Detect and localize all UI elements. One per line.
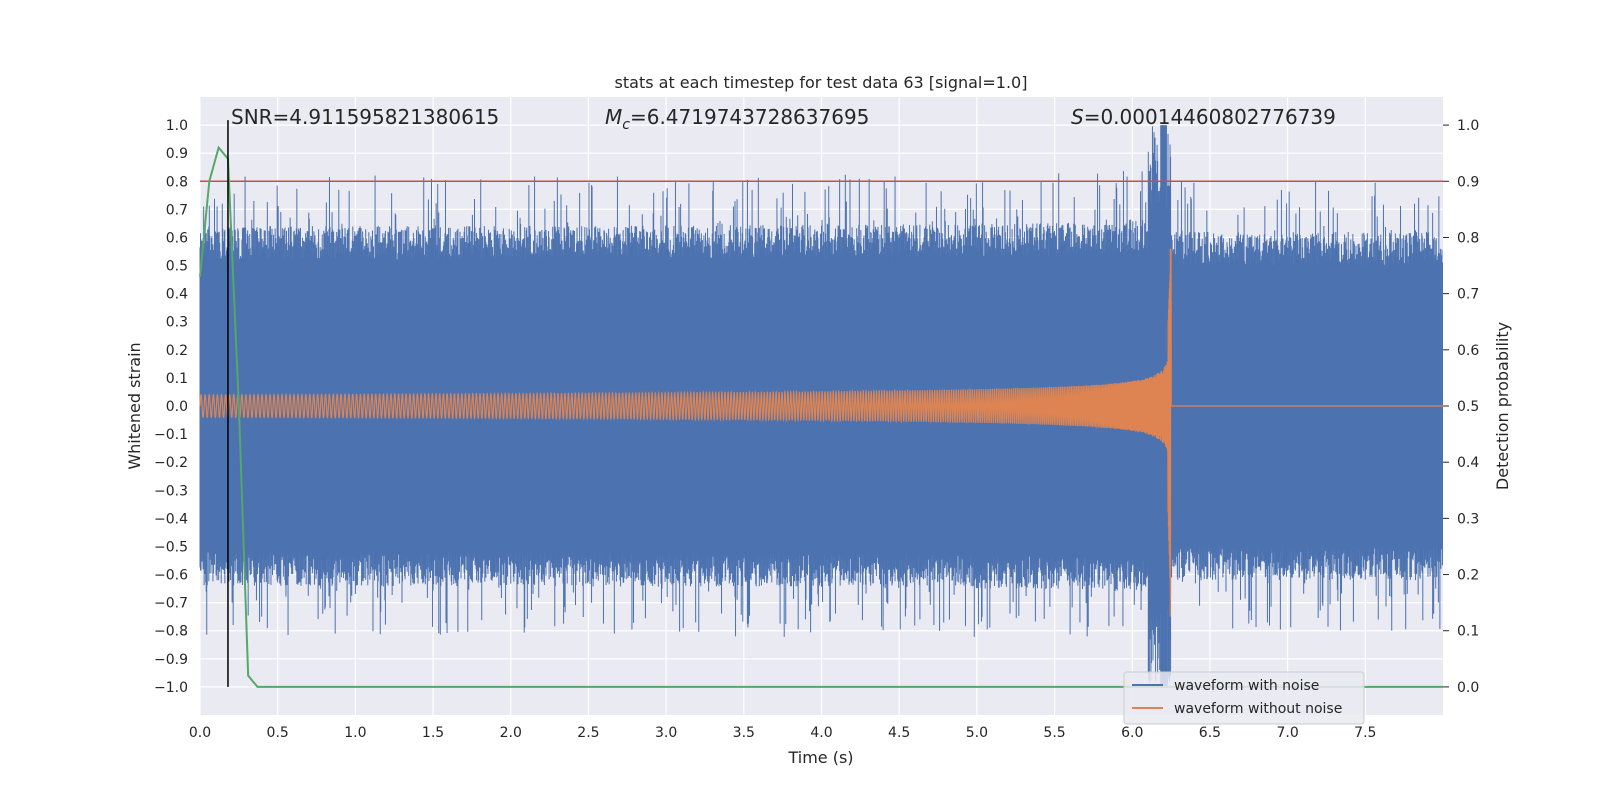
y-left-tick-label: −0.6 bbox=[154, 568, 188, 584]
x-tick-label: 6.0 bbox=[1121, 725, 1143, 741]
annotation-s: S=0.00014460802776739 bbox=[1071, 105, 1336, 129]
y-axis-label-right: Detection probability bbox=[1493, 322, 1512, 490]
y-right-tick-label: 0.3 bbox=[1457, 511, 1479, 527]
y-left-tick-label: −0.2 bbox=[154, 455, 188, 471]
y-left-tick-label: 0.9 bbox=[166, 146, 188, 162]
x-tick-label: 0.0 bbox=[189, 725, 211, 741]
x-tick-label: 5.0 bbox=[966, 725, 988, 741]
x-tick-label: 4.5 bbox=[888, 725, 910, 741]
y-right-tick-label: 0.0 bbox=[1457, 680, 1479, 696]
annotation-snr: SNR=4.911595821380615 bbox=[231, 105, 499, 129]
y-left-tick-label: −0.9 bbox=[154, 652, 188, 668]
y-left-tick-label: 0.7 bbox=[166, 202, 188, 218]
x-tick-label: 7.5 bbox=[1354, 725, 1376, 741]
series-detection-probability bbox=[199, 145, 1443, 688]
y-left-tick-label: 0.6 bbox=[166, 230, 188, 246]
x-tick-label: 7.0 bbox=[1276, 725, 1298, 741]
y-left-tick-label: −0.3 bbox=[154, 483, 188, 499]
data-layer bbox=[199, 120, 1443, 688]
x-tick-label: 1.5 bbox=[422, 725, 444, 741]
y-right-tick-label: 0.6 bbox=[1457, 343, 1479, 359]
y-right-tick-label: 0.9 bbox=[1457, 174, 1479, 190]
chart-title: stats at each timestep for test data 63 … bbox=[615, 73, 1028, 92]
y-right-tick-label: 0.4 bbox=[1457, 455, 1479, 471]
ticks: 0.0 0.5 1.0 1.5 2.0 2.5 3.0 3.5 4.0 4.5 5.0 5.5 6.0 6… bbox=[154, 118, 1479, 741]
y-right-tick-label: 0.7 bbox=[1457, 287, 1479, 303]
x-tick-label: 0.5 bbox=[267, 725, 289, 741]
series-waveform-without-noise bbox=[199, 248, 1443, 617]
y-left-tick-label: 0.4 bbox=[166, 287, 188, 303]
y-left-tick-label: −0.8 bbox=[154, 624, 188, 640]
y-axis-label-left: Whitened strain bbox=[125, 342, 144, 469]
y-left-tick-label: −0.1 bbox=[154, 427, 188, 443]
y-left-tick-label: −1.0 bbox=[154, 680, 188, 696]
y-left-tick-label: 0.1 bbox=[166, 371, 188, 387]
x-tick-label: 1.0 bbox=[344, 725, 366, 741]
y-right-tick-label: 0.8 bbox=[1457, 230, 1479, 246]
y-left-tick-label: 1.0 bbox=[166, 118, 188, 134]
legend-box bbox=[1123, 671, 1365, 725]
y-left-tick-label: 0.0 bbox=[166, 399, 188, 415]
y-left-tick-label: 0.5 bbox=[166, 259, 188, 275]
y-left-tick-label: 0.3 bbox=[166, 315, 188, 331]
legend: waveform with noise waveform without noi… bbox=[1123, 671, 1365, 725]
y-left-tick-label: −0.4 bbox=[154, 511, 188, 527]
x-tick-label: 5.5 bbox=[1043, 725, 1065, 741]
legend-label-clean: waveform without noise bbox=[1174, 701, 1342, 717]
x-tick-label: 4.0 bbox=[810, 725, 832, 741]
y-right-tick-label: 0.2 bbox=[1457, 568, 1479, 584]
legend-label-noisy: waveform with noise bbox=[1174, 678, 1319, 694]
x-tick-label: 2.0 bbox=[500, 725, 522, 741]
x-tick-label: 3.5 bbox=[733, 725, 755, 741]
x-axis-label: Time (s) bbox=[787, 748, 853, 767]
y-right-tick-label: 0.5 bbox=[1457, 399, 1479, 415]
y-left-tick-label: −0.5 bbox=[154, 539, 188, 555]
x-tick-label: 3.0 bbox=[655, 725, 677, 741]
y-right-tick-label: 0.1 bbox=[1457, 624, 1479, 640]
x-tick-label: 6.5 bbox=[1199, 725, 1221, 741]
annotation-chirp-mass: Mc=6.4719743728637695 bbox=[605, 105, 869, 133]
y-left-tick-label: 0.8 bbox=[166, 174, 188, 190]
x-tick-label: 2.5 bbox=[577, 725, 599, 741]
y-left-tick-label: 0.2 bbox=[166, 343, 188, 359]
y-left-tick-label: −0.7 bbox=[154, 596, 188, 612]
y-right-tick-label: 1.0 bbox=[1457, 118, 1479, 134]
